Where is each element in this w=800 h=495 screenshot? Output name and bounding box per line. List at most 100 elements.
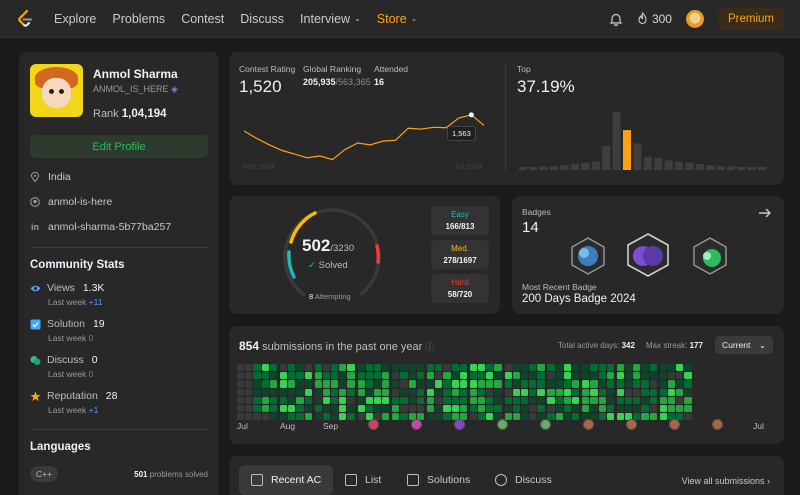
heatmap-cell[interactable]	[590, 413, 598, 421]
heatmap-cell[interactable]	[582, 413, 590, 421]
heatmap-cell[interactable]	[392, 380, 400, 388]
heatmap-cell[interactable]	[529, 364, 537, 372]
heatmap-cell[interactable]	[555, 372, 563, 380]
tab-recent-ac[interactable]: Recent AC	[239, 465, 334, 495]
heatmap-cell[interactable]	[382, 372, 390, 380]
heatmap-cell[interactable]	[288, 413, 296, 421]
heatmap-cell[interactable]	[537, 380, 545, 388]
heatmap-cell[interactable]	[443, 388, 451, 396]
heatmap-cell[interactable]	[659, 364, 667, 372]
heatmap-cell[interactable]	[641, 380, 649, 388]
heatmap-cell[interactable]	[237, 388, 245, 396]
view-all-submissions-link[interactable]: View all submissions ›	[682, 476, 770, 486]
heatmap-cell[interactable]	[245, 396, 253, 405]
tab-list[interactable]: List	[333, 465, 393, 495]
heatmap-cell[interactable]	[435, 364, 443, 372]
avatar[interactable]	[685, 9, 704, 28]
heatmap-cell[interactable]	[322, 372, 331, 380]
heatmap-cell[interactable]	[357, 380, 365, 388]
heatmap-cell[interactable]	[478, 405, 486, 413]
heatmap-cell[interactable]	[641, 405, 649, 413]
heatmap-cell[interactable]	[443, 380, 451, 388]
heatmap-cell[interactable]	[435, 396, 443, 405]
solved-progress-ring[interactable]	[277, 202, 387, 312]
heatmap-cell[interactable]	[382, 380, 390, 388]
heatmap-cell[interactable]	[408, 372, 416, 380]
heatmap-cell[interactable]	[494, 380, 502, 388]
nav-problems[interactable]: Problems	[112, 11, 166, 26]
heatmap-cell[interactable]	[537, 364, 545, 372]
heatmap-cell[interactable]	[606, 413, 614, 421]
heatmap-cell[interactable]	[667, 380, 676, 388]
heatmap-cell[interactable]	[382, 396, 390, 405]
heatmap-cell[interactable]	[572, 364, 580, 372]
heatmap-cell[interactable]	[684, 413, 692, 421]
heatmap-cell[interactable]	[676, 372, 684, 380]
heatmap-cell[interactable]	[357, 413, 365, 421]
heatmap-cell[interactable]	[572, 405, 580, 413]
heatmap-cell[interactable]	[451, 405, 459, 413]
heatmap-cell[interactable]	[459, 380, 467, 388]
heatmap-cell[interactable]	[435, 372, 443, 380]
heatmap-cell[interactable]	[296, 364, 304, 372]
heatmap-cell[interactable]	[451, 372, 459, 380]
heatmap-cell[interactable]	[253, 372, 261, 380]
heatmap-cell[interactable]	[598, 405, 606, 413]
heatmap-cell[interactable]	[616, 396, 625, 405]
heatmap-cell[interactable]	[633, 380, 641, 388]
heatmap-cell[interactable]	[339, 396, 347, 405]
badge-icon[interactable]	[690, 236, 730, 276]
heatmap-cell[interactable]	[392, 372, 400, 380]
heatmap-cell[interactable]	[304, 388, 312, 396]
heatmap-cell[interactable]	[478, 380, 486, 388]
heatmap-cell[interactable]	[606, 396, 614, 405]
heatmap-cell[interactable]	[563, 413, 572, 421]
heatmap-cell[interactable]	[382, 413, 390, 421]
heatmap-cell[interactable]	[547, 380, 555, 388]
arrow-right-icon[interactable]	[758, 207, 772, 219]
heatmap-cell[interactable]	[512, 396, 520, 405]
heatmap-cell[interactable]	[582, 388, 590, 396]
heatmap-cell[interactable]	[237, 372, 245, 380]
heatmap-cell[interactable]	[269, 405, 278, 413]
heatmap-cell[interactable]	[641, 396, 649, 405]
heatmap-cell[interactable]	[625, 405, 633, 413]
heatmap-cell[interactable]	[288, 380, 296, 388]
heatmap-cell[interactable]	[606, 372, 614, 380]
tab-discuss[interactable]: Discuss	[483, 465, 564, 495]
heatmap-cell[interactable]	[494, 388, 502, 396]
heatmap-cell[interactable]	[529, 388, 537, 396]
heatmap-cell[interactable]	[641, 388, 649, 396]
heatmap-cell[interactable]	[400, 380, 408, 388]
heatmap-cell[interactable]	[537, 405, 545, 413]
heatmap-cell[interactable]	[322, 396, 331, 405]
heatmap-cell[interactable]	[365, 396, 373, 405]
heatmap-cell[interactable]	[529, 380, 537, 388]
heatmap-cell[interactable]	[400, 396, 408, 405]
heatmap-cell[interactable]	[676, 380, 684, 388]
heatmap-cell[interactable]	[408, 413, 416, 421]
heatmap-cell[interactable]	[616, 413, 625, 421]
monthly-badge-icon[interactable]	[583, 419, 594, 430]
heatmap-cell[interactable]	[547, 396, 555, 405]
heatmap-cell[interactable]	[537, 372, 545, 380]
heatmap-cell[interactable]	[504, 372, 512, 380]
period-select[interactable]: Current ⌄	[715, 336, 773, 354]
heatmap-cell[interactable]	[253, 380, 261, 388]
heatmap-cell[interactable]	[563, 364, 572, 372]
heatmap-cell[interactable]	[416, 396, 425, 405]
heatmap-cell[interactable]	[339, 364, 347, 372]
nav-store[interactable]: Store ⌄	[377, 12, 418, 26]
heatmap-cell[interactable]	[529, 405, 537, 413]
heatmap-cell[interactable]	[547, 405, 555, 413]
heatmap-cell[interactable]	[392, 364, 400, 372]
heatmap-cell[interactable]	[512, 413, 520, 421]
heatmap-cell[interactable]	[400, 405, 408, 413]
heatmap-cell[interactable]	[269, 388, 278, 396]
heatmap-cell[interactable]	[563, 405, 572, 413]
heatmap-cell[interactable]	[347, 364, 355, 372]
nav-discuss[interactable]: Discuss	[240, 11, 285, 26]
heatmap-cell[interactable]	[416, 388, 425, 396]
heatmap-cell[interactable]	[314, 364, 322, 372]
heatmap-cell[interactable]	[459, 372, 467, 380]
